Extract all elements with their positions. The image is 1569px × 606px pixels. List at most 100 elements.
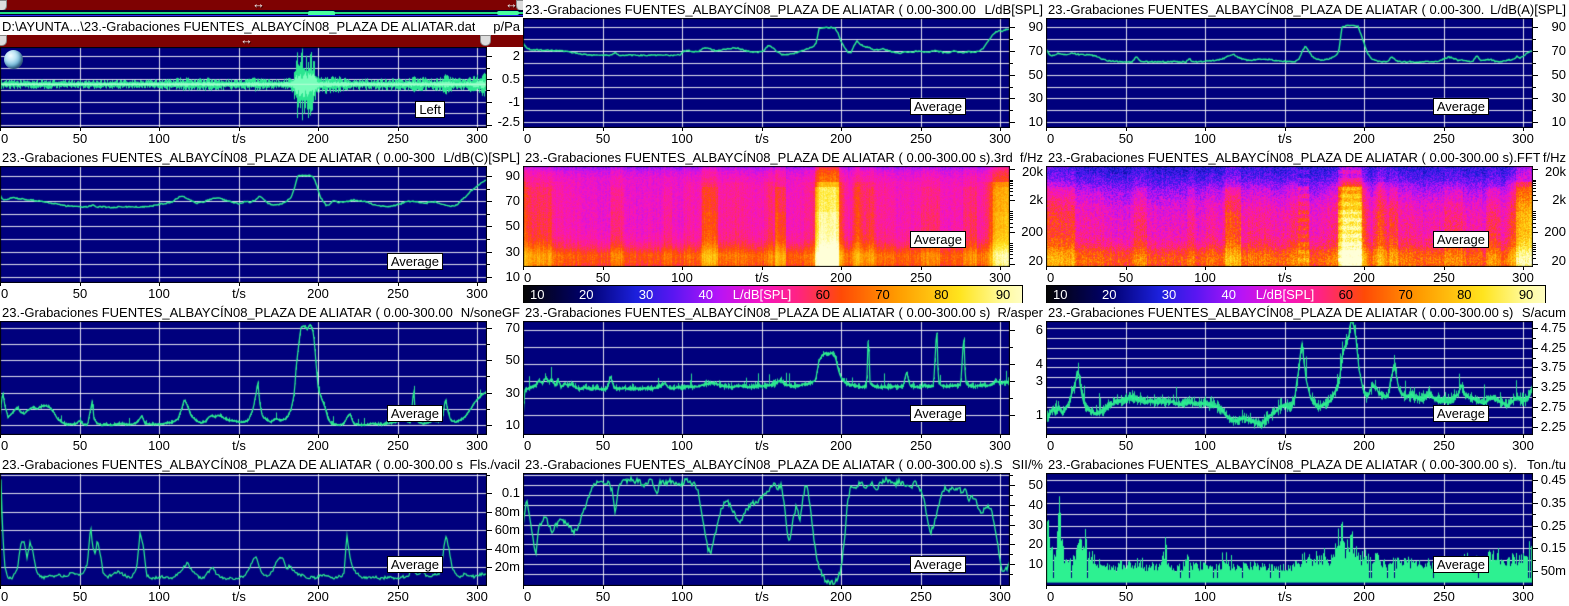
marker-sphere-icon[interactable] (4, 50, 23, 69)
y-tick (1010, 200, 1015, 201)
unit-label: f/Hz (1542, 149, 1566, 165)
y-minor-tick (1533, 243, 1536, 244)
x-tick (1444, 435, 1445, 438)
y-tick (487, 425, 492, 426)
x-axis: 0 50 100 t/s 200 250 300 (1046, 128, 1569, 148)
scrollbar-left-tab[interactable] (0, 35, 7, 46)
x-tick (841, 435, 842, 438)
unit-label: p/Pa (493, 18, 520, 34)
y-minor-tick (487, 214, 490, 215)
spectrogram-fft-plot[interactable] (1046, 166, 1533, 267)
y-axis-label: 10 (505, 268, 520, 284)
x-tick (603, 435, 604, 438)
y-minor-tick (1533, 215, 1536, 216)
y-tick (487, 512, 492, 513)
x-tick (1364, 586, 1365, 589)
y-axis-label: 70 (505, 319, 520, 335)
waveform-overview-strip[interactable] (0, 10, 523, 17)
y-minor-tick (487, 376, 490, 377)
y-axis-label: 20k (1022, 164, 1043, 179)
y-minor-tick (1010, 185, 1013, 186)
x-tick (398, 435, 399, 438)
y-axis-label: 30 (1551, 90, 1566, 106)
y-axis-label: 50 (505, 218, 520, 234)
y-axis-label: 80m (494, 503, 520, 519)
x-axis-label: t/s (755, 131, 769, 146)
panel-level-spl-a: 23.-Grabaciones FUENTES_ALBAYCÍN08_PLAZA… (1046, 0, 1569, 148)
y-tick (487, 530, 492, 531)
y-axis-label: 40m (494, 540, 520, 556)
colorbar-tick-label: 90 (995, 287, 1011, 302)
x-tick (762, 267, 763, 270)
x-tick (1000, 435, 1001, 438)
y-axis-label: 3.75 (1540, 359, 1566, 375)
y-axis-label: 2.25 (1540, 419, 1566, 435)
y-minor-tick (1010, 574, 1013, 575)
x-axis-label: 50 (72, 438, 88, 453)
y-minor-tick (1010, 495, 1013, 496)
panel-title: 23.-Grabaciones FUENTES_ALBAYCÍN08_PLAZA… (1048, 456, 1517, 472)
y-minor-tick (1533, 63, 1536, 64)
level-colorbar: 10 20 30 40 L/dB[SPL] 60 70 80 90 (523, 285, 1023, 304)
x-axis-label: t/s (1278, 131, 1292, 146)
x-axis: 0 50 100 t/s 200 250 300 (1046, 586, 1569, 606)
waveform-plot[interactable] (0, 47, 487, 128)
x-tick (80, 586, 81, 589)
x-axis: 0 50 100 t/s 200 250 300 (0, 283, 523, 303)
y-axis: 0.1 80m 60m 40m 20m (487, 473, 523, 586)
x-tick (762, 128, 763, 131)
x-tick (921, 586, 922, 589)
y-minor-tick (1010, 87, 1013, 88)
y-tick (487, 226, 492, 227)
x-axis-label: t/s (232, 438, 246, 453)
y-tick (1010, 232, 1015, 233)
x-axis-label: 300 (1512, 131, 1534, 146)
panel-title-bar: 23.-Grabaciones FUENTES_ALBAYCÍN08_PLAZA… (523, 0, 1046, 18)
colorbar-tick-label: 10 (1052, 287, 1068, 302)
spectrogram-3rd-plot[interactable] (523, 166, 1010, 267)
time-scrollbar-top[interactable]: ↔ ↔ (0, 0, 527, 11)
x-tick (682, 586, 683, 589)
y-axis-label: 3.25 (1540, 379, 1566, 395)
x-axis-label: 100 (1194, 270, 1216, 285)
x-tick (0, 128, 1, 131)
x-tick (682, 435, 683, 438)
x-tick (1205, 435, 1206, 438)
y-tick (1533, 264, 1538, 265)
y-axis-label: 60m (494, 522, 520, 538)
y-minor-tick (487, 113, 490, 114)
x-tick (1205, 128, 1206, 131)
y-minor-tick (1010, 215, 1013, 216)
y-minor-tick (487, 475, 490, 476)
scroll-handle-icon[interactable]: ↔ (252, 0, 265, 11)
x-axis-label: 250 (1433, 131, 1455, 146)
panel-title: 23.-Grabaciones FUENTES_ALBAYCÍN08_PLAZA… (525, 1, 976, 17)
x-tick (1285, 267, 1286, 270)
time-scrollbar-zoom[interactable]: ↔ (0, 32, 523, 47)
x-axis: 0 50 100 t/s 200 250 300 (1046, 267, 1569, 285)
x-tick (1285, 435, 1286, 438)
y-axis-label: 1 (1035, 406, 1043, 422)
scrollbar-right-tab[interactable] (480, 35, 491, 46)
overview-signal-line (0, 12, 523, 14)
y-tick (487, 360, 492, 361)
y-axis-label: 20 (1028, 536, 1043, 552)
average-curve-label: Average (1432, 405, 1489, 422)
panel-loudness: 23.-Grabaciones FUENTES_ALBAYCÍN08_PLAZA… (0, 303, 523, 455)
y-minor-tick (1533, 180, 1536, 181)
panel-title: 23.-Grabaciones FUENTES_ALBAYCÍN08_PLAZA… (2, 149, 435, 165)
x-axis-label: 0 (524, 438, 532, 453)
scroll-handle-icon[interactable]: ↔ (240, 32, 253, 47)
x-axis-label: 100 (1194, 438, 1216, 453)
x-tick (159, 283, 160, 286)
y-axis-label: 4.75 (1540, 319, 1566, 335)
x-tick (318, 283, 319, 286)
y-axis-label: 0.25 (1540, 517, 1566, 533)
x-axis-label: 100 (1194, 589, 1216, 604)
x-axis-label: 100 (1194, 131, 1216, 146)
y-minor-tick (1010, 183, 1013, 184)
scroll-handle-icon[interactable]: ↔ (505, 0, 518, 11)
y-tick (487, 549, 492, 550)
panel-title: 23.-Grabaciones FUENTES_ALBAYCÍN08_PLAZA… (2, 456, 463, 472)
y-axis: 90 70 50 30 10 (1533, 18, 1569, 128)
